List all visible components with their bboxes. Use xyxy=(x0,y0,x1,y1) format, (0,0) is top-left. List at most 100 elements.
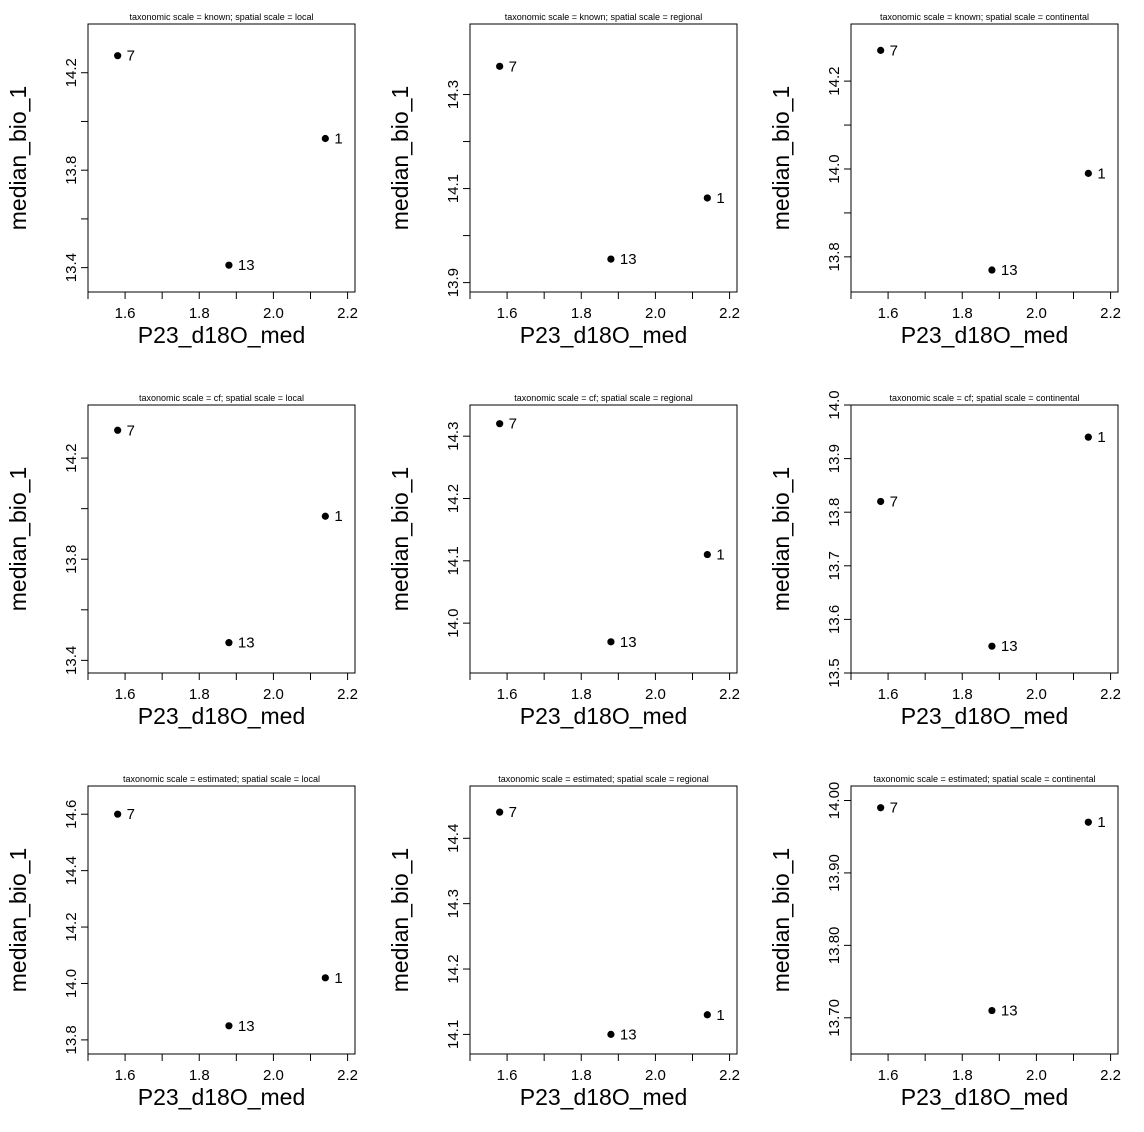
y-tick-label: 14.2 xyxy=(63,443,80,472)
point-label: 7 xyxy=(127,48,135,65)
data-point xyxy=(703,1011,711,1019)
x-tick-label: 1.8 xyxy=(571,1067,592,1084)
y-tick-label: 14.0 xyxy=(826,154,843,183)
panel-title: taxonomic scale = estimated; spatial sca… xyxy=(498,774,709,784)
y-tick-label: 13.5 xyxy=(826,658,843,687)
data-point xyxy=(114,426,122,434)
x-tick-label: 2.2 xyxy=(719,305,740,322)
y-axis-label: median_bio_1 xyxy=(768,848,794,993)
point-label: 7 xyxy=(509,58,517,75)
x-tick-label: 1.6 xyxy=(878,1067,899,1084)
plot-frame xyxy=(850,785,1119,1055)
x-tick-label: 2.0 xyxy=(645,686,666,703)
data-point xyxy=(1084,433,1092,441)
point-label: 13 xyxy=(620,251,637,268)
y-tick-label: 13.80 xyxy=(826,927,843,965)
y-tick-label: 13.9 xyxy=(445,268,462,297)
data-point xyxy=(703,550,711,559)
point-label: 13 xyxy=(238,257,255,274)
panel-title: taxonomic scale = cf; spatial scale = lo… xyxy=(139,393,304,403)
data-point xyxy=(225,639,233,647)
x-tick-label: 1.6 xyxy=(497,1067,518,1084)
point-label: 7 xyxy=(890,42,898,59)
y-tick-label: 14.1 xyxy=(445,174,462,203)
y-tick-label: 14.2 xyxy=(63,912,80,941)
data-point xyxy=(225,261,233,269)
y-tick-label: 13.6 xyxy=(826,605,843,634)
data-point xyxy=(607,1030,615,1038)
data-point xyxy=(877,804,885,812)
y-axis-label: median_bio_1 xyxy=(5,86,31,231)
data-point xyxy=(321,974,329,982)
panel-title: taxonomic scale = estimated; spatial sca… xyxy=(123,774,320,784)
scatter-panel: taxonomic scale = estimated; spatial sca… xyxy=(768,774,1121,1110)
point-label: 13 xyxy=(1001,638,1018,655)
y-tick-label: 13.70 xyxy=(826,999,843,1037)
data-point xyxy=(496,62,504,70)
x-axis-label: P23_d18O_med xyxy=(901,322,1069,348)
x-tick-label: 1.8 xyxy=(189,686,210,703)
panel-title: taxonomic scale = known; spatial scale =… xyxy=(129,12,313,22)
point-label: 7 xyxy=(509,804,517,821)
x-axis-label: P23_d18O_med xyxy=(138,703,306,729)
y-axis-label: median_bio_1 xyxy=(387,467,413,612)
y-tick-label: 13.7 xyxy=(826,551,843,580)
point-label: 1 xyxy=(334,508,342,525)
x-axis-label: P23_d18O_med xyxy=(520,322,688,348)
data-point xyxy=(877,46,885,54)
y-tick-label: 13.9 xyxy=(826,444,843,473)
y-tick-label: 13.8 xyxy=(63,545,80,574)
y-tick-label: 14.2 xyxy=(445,484,462,513)
panel-title: taxonomic scale = known; spatial scale =… xyxy=(880,12,1089,22)
x-tick-label: 1.8 xyxy=(189,305,210,322)
data-point xyxy=(703,194,711,202)
x-tick-label: 2.0 xyxy=(263,1067,284,1084)
x-tick-label: 1.6 xyxy=(115,686,136,703)
x-tick-label: 1.8 xyxy=(952,305,973,322)
x-tick-label: 2.2 xyxy=(337,686,358,703)
point-label: 13 xyxy=(1001,262,1018,279)
point-label: 13 xyxy=(238,1018,255,1035)
point-label: 1 xyxy=(1097,165,1105,182)
scatter-panel: taxonomic scale = known; spatial scale =… xyxy=(5,12,358,348)
data-point xyxy=(496,808,504,816)
plot-frame xyxy=(850,23,1119,293)
x-axis-label: P23_d18O_med xyxy=(520,703,688,729)
point-label: 13 xyxy=(620,634,637,651)
y-tick-label: 13.4 xyxy=(63,646,80,675)
y-tick-label: 14.3 xyxy=(445,422,462,451)
y-tick-label: 14.1 xyxy=(445,546,462,575)
data-point xyxy=(1084,818,1092,826)
x-tick-label: 2.2 xyxy=(1100,686,1121,703)
x-tick-label: 1.8 xyxy=(571,686,592,703)
y-tick-label: 14.6 xyxy=(63,800,80,829)
y-tick-label: 14.1 xyxy=(445,1020,462,1049)
y-axis-label: median_bio_1 xyxy=(768,86,794,231)
data-point xyxy=(988,642,996,650)
x-tick-label: 2.0 xyxy=(263,305,284,322)
x-tick-label: 2.2 xyxy=(719,686,740,703)
point-label: 7 xyxy=(509,416,517,433)
y-tick-label: 14.0 xyxy=(63,969,80,998)
data-point xyxy=(607,638,615,646)
y-tick-label: 13.8 xyxy=(826,498,843,527)
data-point xyxy=(114,810,122,818)
y-axis-label: median_bio_1 xyxy=(387,86,413,231)
data-point xyxy=(1084,169,1092,177)
point-label: 1 xyxy=(334,970,342,987)
plot-frame xyxy=(469,23,738,293)
y-tick-label: 14.0 xyxy=(445,609,462,638)
x-axis-label: P23_d18O_med xyxy=(138,322,306,348)
y-tick-label: 14.2 xyxy=(445,954,462,983)
x-axis-label: P23_d18O_med xyxy=(901,1084,1069,1110)
x-tick-label: 1.6 xyxy=(115,305,136,322)
point-label: 7 xyxy=(127,806,135,823)
point-label: 7 xyxy=(127,422,135,439)
point-label: 13 xyxy=(1001,1003,1018,1020)
data-point xyxy=(225,1022,233,1030)
panel-title: taxonomic scale = known; spatial scale =… xyxy=(505,12,703,22)
point-label: 1 xyxy=(334,131,342,148)
y-tick-label: 14.0 xyxy=(826,390,843,419)
x-tick-label: 2.0 xyxy=(1026,305,1047,322)
data-point xyxy=(988,1006,996,1015)
